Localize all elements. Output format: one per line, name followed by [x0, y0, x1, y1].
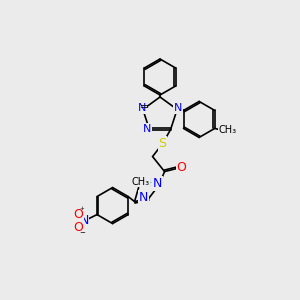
Text: CH₃: CH₃	[131, 177, 150, 187]
Text: O: O	[73, 208, 83, 221]
Text: N: N	[139, 191, 148, 204]
Text: N: N	[79, 214, 89, 227]
Text: CH₃: CH₃	[219, 125, 237, 135]
Text: O: O	[73, 221, 83, 234]
Text: O: O	[177, 161, 187, 174]
Text: S: S	[159, 137, 167, 150]
Text: N: N	[138, 103, 146, 113]
Text: N: N	[174, 103, 182, 113]
Text: N: N	[153, 177, 162, 190]
Text: N: N	[143, 124, 152, 134]
Text: +: +	[80, 206, 84, 211]
Text: −: −	[79, 230, 85, 236]
Text: =: =	[140, 102, 150, 112]
Text: H: H	[147, 178, 156, 189]
